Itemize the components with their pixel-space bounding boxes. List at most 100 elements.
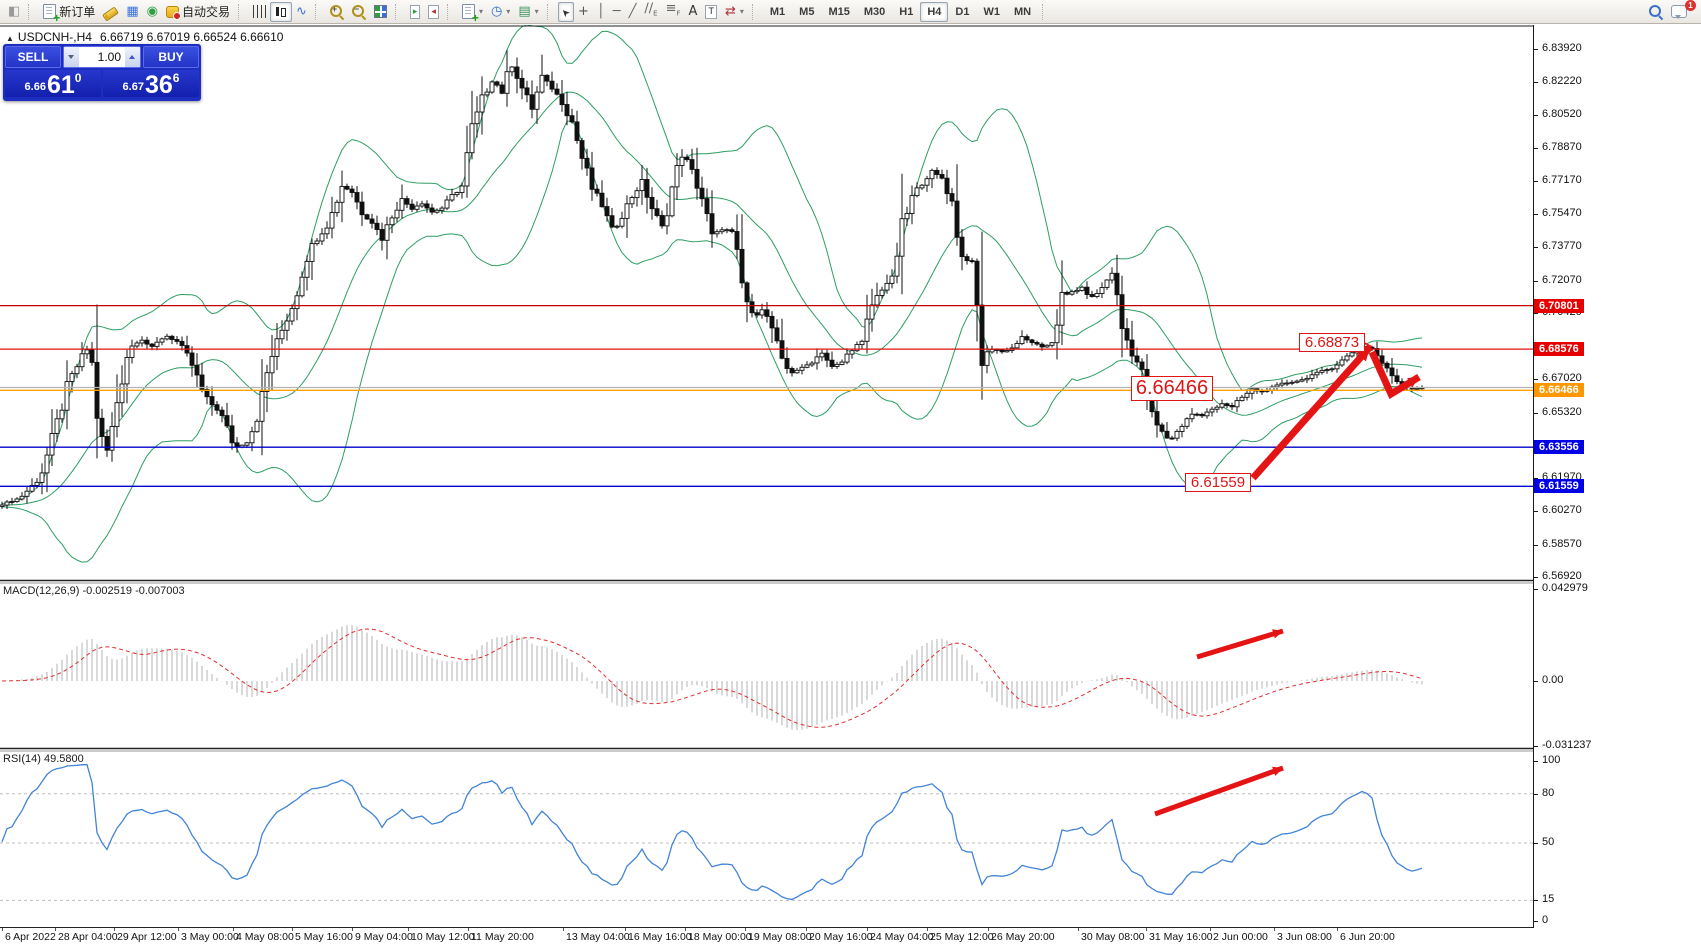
rsi-axis-label: 100: [1542, 754, 1561, 766]
price-axis-label: 6.56920: [1542, 570, 1582, 582]
cursor-button[interactable]: ➤: [557, 1, 575, 22]
zoom-out-button[interactable]: −: [348, 2, 370, 22]
chart-window-button[interactable]: ▦: [122, 2, 142, 22]
axis-tick: [1534, 214, 1538, 216]
toolbar-separator: [446, 3, 454, 20]
tf-d1[interactable]: D1: [948, 2, 976, 22]
signals-button[interactable]: ◉: [143, 2, 162, 22]
equidistant-channel-button[interactable]: ∕∕E: [640, 2, 661, 22]
auto-icon: [165, 5, 181, 20]
price-axis-label: 6.73770: [1542, 240, 1582, 253]
sell-button[interactable]: SELL: [5, 46, 61, 68]
tf-m15[interactable]: M15: [821, 2, 856, 22]
tf-m30[interactable]: M30: [857, 2, 892, 22]
candlestick-button[interactable]: [269, 1, 292, 22]
label-button[interactable]: T: [701, 2, 721, 22]
tf-m1-label: M1: [769, 5, 786, 18]
dropdown-arrow-icon[interactable]: ▾: [739, 7, 744, 16]
volume-decrease-button[interactable]: [64, 47, 79, 67]
label-icon: T: [705, 4, 717, 19]
buy-price[interactable]: 6.67 36 6: [103, 70, 199, 98]
line-chart-button[interactable]: ∿: [292, 2, 311, 22]
date-label: 9 May 04:00: [355, 931, 413, 943]
toolbar-group-zoom: + −: [326, 0, 391, 24]
date-label: 4 May 08:00: [236, 931, 294, 943]
zoomin-icon: +: [329, 4, 344, 19]
bar-chart-button[interactable]: [249, 2, 270, 22]
date-label: 29 Apr 12:00: [117, 931, 177, 943]
price-axis[interactable]: 6.83920 6.82220 6.80520 6.78870 6.77170 6.754…: [1533, 25, 1701, 928]
horizontal-line-button[interactable]: ─: [609, 2, 625, 22]
tf-m1[interactable]: M1: [763, 2, 792, 22]
collapse-triangle-icon[interactable]: ▲: [6, 34, 14, 43]
vertical-line-button[interactable]: │: [593, 2, 609, 22]
channel-icon: ∕∕E: [644, 1, 658, 18]
autotrading-button[interactable]: 自动交易: [162, 2, 234, 22]
toolbar-separator: [314, 3, 322, 20]
axis-tick: [1534, 843, 1538, 844]
axis-tick: [1534, 900, 1538, 901]
main-chart-canvas[interactable]: [0, 25, 1533, 928]
price-axis-label: 6.80520: [1542, 108, 1582, 121]
zoom-in-button[interactable]: +: [326, 2, 348, 22]
fibo-icon: ≡F: [665, 1, 681, 18]
trendline-button[interactable]: ╱: [625, 2, 641, 22]
text-button[interactable]: A: [685, 2, 702, 22]
templates-button[interactable]: ▤ ▾: [514, 2, 542, 22]
macd-axis-label: -0.031237: [1542, 739, 1592, 751]
clipped-icon[interactable]: ◧: [4, 2, 24, 22]
arrows-button[interactable]: ⇄ ▾: [721, 2, 748, 22]
new-order-button[interactable]: 新订单: [39, 2, 99, 24]
bars-icon: [252, 5, 266, 18]
date-axis[interactable]: 6 Apr 2022 28 Apr 04:00 29 Apr 12:00 3 May …: [0, 928, 1533, 944]
dropdown-arrow-icon[interactable]: ▾: [478, 7, 483, 16]
sell-price-sup: 0: [74, 71, 82, 85]
cursor-icon: ➤: [558, 4, 573, 19]
crosshair-button[interactable]: +: [574, 2, 593, 22]
axis-tick: [1534, 280, 1538, 282]
candle-icon: [274, 5, 288, 18]
date-tick: [563, 928, 564, 931]
price-annotation-box[interactable]: 6.68873: [1299, 333, 1365, 352]
price-annotation-box[interactable]: 6.61559: [1185, 473, 1251, 492]
axis-tick: [1534, 544, 1538, 546]
toolbar-group-insert: ▾◷▾▤▾: [458, 0, 543, 24]
symbol-timeframe-label: USDCNH-,H4: [17, 30, 92, 44]
auto-scroll-button[interactable]: ▸: [406, 2, 425, 22]
sell-price[interactable]: 6.66 61 0: [5, 70, 101, 98]
price-annotation-box[interactable]: 6.66466: [1131, 376, 1213, 401]
tf-w1[interactable]: W1: [976, 2, 1007, 22]
axis-tick: [1534, 379, 1538, 381]
tf-m15-label: M15: [828, 5, 850, 18]
date-label: 19 May 08:00: [748, 931, 812, 943]
shift-icon: ◂: [428, 4, 439, 19]
chat-button[interactable]: 1: [1667, 0, 1696, 22]
price-level-badge: 6.63556: [1534, 440, 1584, 455]
price-level-badge: 6.61559: [1534, 479, 1584, 494]
date-tick: [468, 928, 469, 931]
dropdown-arrow-icon[interactable]: ▾: [534, 7, 539, 16]
date-tick: [1146, 928, 1147, 931]
volume-stepper: [63, 46, 141, 68]
tf-h1[interactable]: H1: [892, 2, 920, 22]
volume-increase-button[interactable]: [125, 47, 140, 67]
axis-tick: [1534, 794, 1538, 795]
tile-windows-button[interactable]: [370, 2, 391, 22]
tf-mn[interactable]: MN: [1007, 2, 1038, 22]
tf-m5[interactable]: M5: [792, 2, 821, 22]
rsi-axis-label: 0: [1542, 914, 1549, 926]
search-button[interactable]: [1645, 2, 1667, 22]
crayon-icon-button[interactable]: [99, 2, 122, 22]
chart-shift-button[interactable]: ◂: [424, 2, 443, 22]
fibonacci-button[interactable]: ≡F: [662, 2, 685, 22]
indicators-button[interactable]: ▾: [458, 2, 487, 24]
axis-tick: [1534, 82, 1538, 84]
volume-input[interactable]: [79, 47, 125, 67]
tile-icon: [373, 5, 387, 18]
price-axis-label: 6.77170: [1542, 174, 1582, 186]
docplus-icon: [43, 4, 60, 24]
buy-button[interactable]: BUY: [143, 46, 199, 68]
tf-h4[interactable]: H4: [920, 1, 949, 22]
dropdown-arrow-icon[interactable]: ▾: [506, 7, 511, 16]
periods-button[interactable]: ◷ ▾: [487, 2, 514, 22]
